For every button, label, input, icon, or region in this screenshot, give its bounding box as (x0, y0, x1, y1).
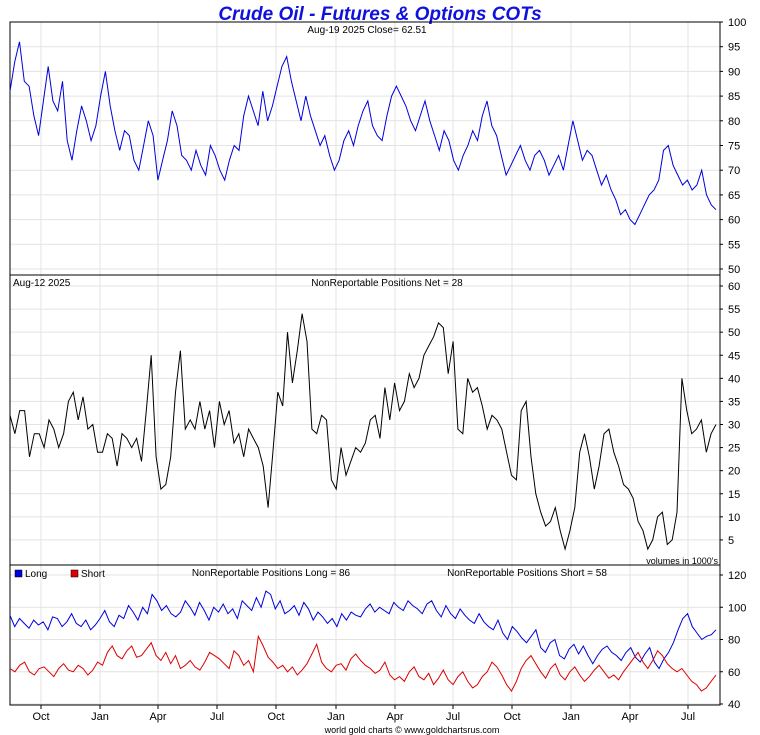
short-series-line (9, 634, 717, 693)
y-tick-label: 100 (728, 602, 746, 614)
x-tick-label: Jan (91, 711, 109, 723)
y-tick-label: 30 (728, 420, 740, 432)
y-tick-label: 100 (728, 17, 746, 29)
y-tick-label: 45 (728, 350, 740, 362)
net-positions-label: NonReportable Positions Net = 28 (311, 278, 463, 289)
x-tick-label: Apr (621, 711, 638, 723)
y-tick-label: 90 (728, 66, 740, 78)
y-tick-label: 25 (728, 443, 740, 455)
short-positions-label: NonReportable Positions Short = 58 (447, 568, 607, 579)
x-tick-label: Oct (267, 711, 284, 723)
price-panel-frame (9, 21, 721, 276)
y-tick-label: 70 (728, 165, 740, 177)
y-tick-label: 50 (728, 264, 740, 276)
x-tick-label: Jul (210, 711, 224, 723)
y-tick-label: 55 (728, 239, 740, 251)
y-tick-label: 55 (728, 304, 740, 316)
long-positions-label: NonReportable Positions Long = 86 (192, 568, 351, 579)
chart-title: Crude Oil - Futures & Options COTs (218, 4, 541, 25)
y-tick-label: 50 (728, 327, 740, 339)
y-tick-label: 65 (728, 190, 740, 202)
legend-long-swatch (14, 569, 23, 578)
x-tick-label: Oct (32, 711, 49, 723)
legend-long-label: Long (25, 569, 47, 580)
net-panel-frame (9, 274, 721, 566)
legend-short-swatch (70, 569, 79, 578)
footer-credit: world gold charts © www.goldchartsrus.co… (324, 725, 500, 735)
y-tick-label: 40 (728, 699, 740, 711)
volume-units-note: volumes in 1000's (646, 556, 718, 566)
x-tick-label: Jul (681, 711, 695, 723)
net-panel: Aug-12 2025 NonReportable Positions Net … (9, 274, 740, 566)
price-panel: Aug-19 2025 Close= 62.51 50 55 60 65 70 75 80 8… (9, 17, 746, 276)
y-tick-label: 40 (728, 373, 740, 385)
net-series-line (9, 313, 717, 552)
x-axis: Oct Jan Apr Jul Oct Jan Apr Jul Oct Jan Apr Jul (32, 705, 695, 723)
y-tick-label: 35 (728, 396, 740, 408)
y-tick-label: 80 (728, 635, 740, 647)
y-tick-label: 15 (728, 489, 740, 501)
y-tick-label: 10 (728, 512, 740, 524)
net-date-label: Aug-12 2025 (13, 278, 71, 289)
y-tick-label: 60 (728, 215, 740, 227)
x-tick-label: Jul (446, 711, 460, 723)
y-tick-label: 80 (728, 116, 740, 128)
y-tick-label: 60 (728, 281, 740, 293)
y-tick-label: 120 (728, 570, 746, 582)
y-tick-label: 75 (728, 141, 740, 153)
y-tick-label: 95 (728, 42, 740, 54)
long-series-line (9, 590, 717, 670)
long-short-panel: Long Short NonReportable Positions Long … (9, 564, 746, 711)
x-tick-label: Jan (562, 711, 580, 723)
price-series-line (9, 41, 717, 226)
y-tick-label: 60 (728, 667, 740, 679)
x-tick-label: Apr (386, 711, 403, 723)
y-tick-label: 20 (728, 466, 740, 478)
legend-short-label: Short (81, 569, 105, 580)
long-short-panel-frame (9, 564, 721, 706)
y-tick-label: 85 (728, 91, 740, 103)
y-tick-label: 5 (728, 535, 734, 547)
x-tick-label: Jan (327, 711, 345, 723)
x-tick-label: Apr (149, 711, 166, 723)
price-info-label: Aug-19 2025 Close= 62.51 (307, 25, 427, 36)
x-tick-label: Oct (503, 711, 520, 723)
